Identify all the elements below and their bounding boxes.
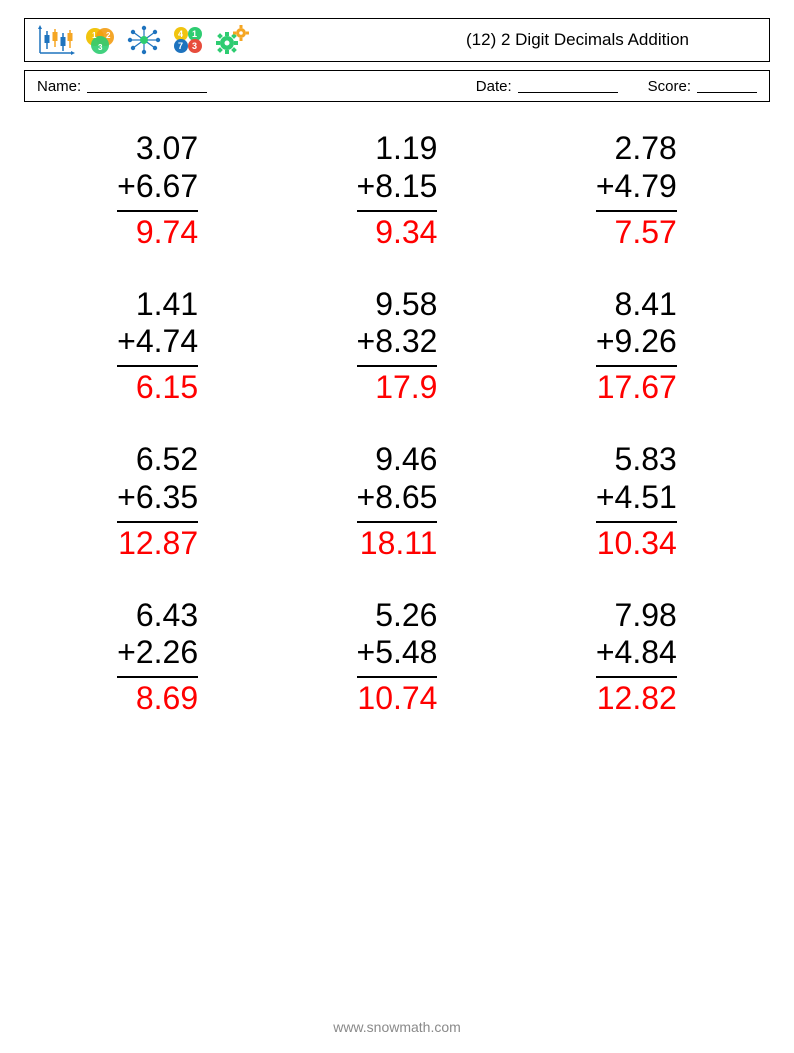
- date-blank[interactable]: [518, 79, 618, 93]
- answer: 8.69: [117, 678, 198, 718]
- name-blank[interactable]: [87, 79, 207, 93]
- worksheet-title: (12) 2 Digit Decimals Addition: [466, 30, 759, 50]
- svg-text:1: 1: [92, 31, 97, 40]
- network-icon: [123, 23, 165, 57]
- problem-8: 9.46+8.65 18.11: [297, 441, 496, 563]
- problem-11: 5.26+5.48 10.74: [297, 597, 496, 719]
- operand-bottom: +4.51: [596, 479, 677, 517]
- grid-4173-icon: 4 1 7 3: [167, 23, 209, 57]
- operand-bottom: +6.67: [117, 168, 198, 206]
- answer: 9.34: [357, 212, 438, 252]
- problem-1: 3.07+6.67 9.74: [58, 130, 257, 252]
- operand-top: 6.52: [117, 441, 198, 479]
- answer: 17.67: [596, 367, 677, 407]
- svg-text:3: 3: [192, 41, 197, 51]
- operand-top: 1.19: [357, 130, 438, 168]
- problems-grid: 3.07+6.67 9.74 1.19+8.15 9.34 2.78+4.79 7.57 1…: [24, 130, 770, 718]
- candlestick-chart-icon: [35, 23, 77, 57]
- answer: 10.34: [596, 523, 677, 563]
- answer: 9.74: [117, 212, 198, 252]
- operand-top: 8.41: [596, 286, 677, 324]
- problem-4: 1.41+4.74 6.15: [58, 286, 257, 408]
- header-icons: 1 2 3: [35, 19, 253, 61]
- operand-bottom: +8.32: [357, 323, 438, 361]
- operand-top: 5.83: [596, 441, 677, 479]
- operand-top: 6.43: [117, 597, 198, 635]
- answer: 10.74: [357, 678, 438, 718]
- answer: 18.11: [357, 523, 438, 563]
- operand-top: 3.07: [117, 130, 198, 168]
- svg-text:2: 2: [106, 31, 111, 40]
- date-label: Date:: [476, 78, 512, 95]
- problem-9: 5.83+4.51 10.34: [537, 441, 736, 563]
- answer: 12.87: [117, 523, 198, 563]
- operand-top: 5.26: [357, 597, 438, 635]
- answer: 7.57: [596, 212, 677, 252]
- operand-bottom: +8.65: [357, 479, 438, 517]
- operand-bottom: +4.74: [117, 323, 198, 361]
- venn-123-icon: 1 2 3: [79, 23, 121, 57]
- header-box: 1 2 3: [24, 18, 770, 62]
- operand-bottom: +5.48: [357, 634, 438, 672]
- footer-text: www.snowmath.com: [0, 1019, 794, 1035]
- problem-7: 6.52+6.35 12.87: [58, 441, 257, 563]
- score-label: Score:: [648, 78, 691, 95]
- svg-text:3: 3: [98, 43, 103, 52]
- answer: 6.15: [117, 367, 198, 407]
- answer: 12.82: [596, 678, 677, 718]
- operand-bottom: +4.84: [596, 634, 677, 672]
- score-blank[interactable]: [697, 79, 757, 93]
- gears-icon: [211, 23, 253, 57]
- operand-top: 9.58: [357, 286, 438, 324]
- svg-text:7: 7: [178, 41, 183, 51]
- problem-6: 8.41+9.26 17.67: [537, 286, 736, 408]
- problem-5: 9.58+8.32 17.9: [297, 286, 496, 408]
- answer: 17.9: [357, 367, 438, 407]
- operand-bottom: +2.26: [117, 634, 198, 672]
- operand-top: 1.41: [117, 286, 198, 324]
- svg-text:4: 4: [178, 29, 183, 39]
- problem-12: 7.98+4.84 12.82: [537, 597, 736, 719]
- problem-2: 1.19+8.15 9.34: [297, 130, 496, 252]
- operand-bottom: +9.26: [596, 323, 677, 361]
- info-box: Name: Date: Score:: [24, 70, 770, 102]
- worksheet-page: 1 2 3: [0, 0, 794, 1053]
- problem-10: 6.43+2.26 8.69: [58, 597, 257, 719]
- operand-bottom: +6.35: [117, 479, 198, 517]
- operand-bottom: +4.79: [596, 168, 677, 206]
- problem-3: 2.78+4.79 7.57: [537, 130, 736, 252]
- name-label: Name:: [37, 78, 81, 95]
- operand-top: 2.78: [596, 130, 677, 168]
- operand-bottom: +8.15: [357, 168, 438, 206]
- svg-text:1: 1: [192, 29, 197, 39]
- operand-top: 9.46: [357, 441, 438, 479]
- operand-top: 7.98: [596, 597, 677, 635]
